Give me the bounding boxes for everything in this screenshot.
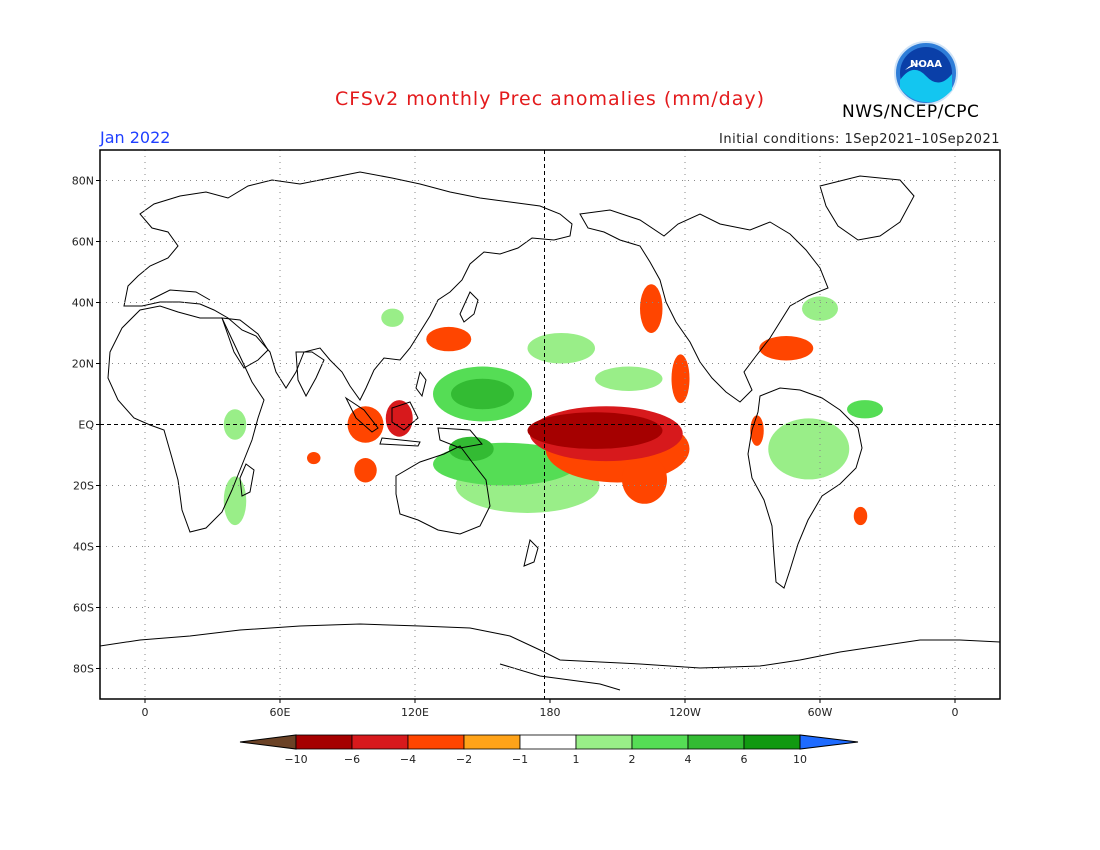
latitude-label: 80S — [73, 663, 94, 676]
north-america-outline — [579, 209, 829, 403]
dry-anomaly-region — [347, 406, 384, 443]
dry-anomaly-region — [307, 451, 321, 465]
noaa-logo: NOAA — [894, 41, 958, 105]
map-title: CFSv2 monthly Prec anomalies (mm/day) — [334, 88, 766, 110]
anomaly-shading — [223, 284, 883, 526]
colorbar-swatch — [687, 734, 745, 750]
colorbar-label: −2 — [456, 753, 472, 766]
colorbar-swatch — [463, 734, 521, 750]
longitude-label: 60W — [808, 706, 833, 719]
latitude-label: 20S — [73, 480, 94, 493]
latitude-label: 40S — [73, 541, 94, 554]
dry-anomaly-region — [853, 506, 868, 526]
dry-anomaly-region — [426, 326, 472, 352]
longitude-label: 0 — [952, 706, 959, 719]
dry-anomaly-region — [622, 455, 667, 504]
colorbar-high-arrow — [799, 734, 859, 750]
latitude-label: 20N — [72, 358, 94, 371]
africa-outline — [107, 305, 265, 533]
latitude-label: EQ — [78, 419, 94, 432]
wet-anomaly-region — [768, 418, 850, 480]
longitude-label: 60E — [270, 706, 291, 719]
longitude-label: 120E — [401, 706, 429, 719]
colorbar-swatch — [575, 734, 633, 750]
forecast-month: Jan 2022 — [100, 128, 171, 147]
colorbar-swatch — [519, 734, 577, 750]
antarctica-outline — [100, 623, 1000, 669]
organization-label: NWS/NCEP/CPC — [842, 102, 980, 122]
longitude-label: 0 — [142, 706, 149, 719]
longitude-label: 120W — [669, 706, 701, 719]
new-zealand-outline — [523, 539, 539, 567]
dry-anomaly-region — [354, 458, 377, 483]
indonesia-java — [379, 437, 421, 447]
colorbar-label: 6 — [741, 753, 748, 766]
colorbar-label: −4 — [400, 753, 416, 766]
latitude-label: 40N — [72, 297, 94, 310]
wet-anomaly-region — [381, 308, 404, 327]
wet-anomaly-region — [847, 400, 883, 419]
colorbar-swatch — [407, 734, 465, 750]
new-guinea-outline — [437, 427, 483, 449]
wet-anomaly-region — [527, 333, 595, 364]
india-outline — [295, 351, 325, 398]
dry-anomaly-region — [759, 336, 814, 361]
wet-anomaly-region — [448, 436, 494, 462]
colorbar: −10 −6 −4 −2 −1 1 2 4 6 10 — [239, 734, 859, 766]
eurasia-outline — [123, 171, 573, 401]
greenland-outline — [819, 175, 915, 241]
wet-anomaly-region — [451, 378, 514, 410]
south-america-outline — [747, 387, 863, 589]
dry-anomaly-region — [750, 415, 764, 446]
antarctica-south-coast — [499, 663, 621, 691]
longitude-label: 180 — [540, 706, 561, 719]
colorbar-label: −6 — [344, 753, 360, 766]
colorbar-low-arrow — [239, 734, 297, 750]
australia-outline — [395, 445, 491, 535]
coastlines — [100, 171, 1000, 691]
dry-anomaly-region — [671, 354, 690, 404]
mediterranean-coast — [149, 289, 211, 301]
indonesia-sumatra — [344, 396, 379, 433]
colorbar-label: −10 — [284, 753, 307, 766]
japan-outline — [459, 291, 479, 323]
colorbar-swatch — [351, 734, 409, 750]
madagascar-outline — [239, 463, 255, 497]
arabia-outline — [221, 317, 269, 369]
latitude-label: 60S — [73, 602, 94, 615]
colorbar-label: 4 — [685, 753, 692, 766]
latitude-label: 80N — [72, 175, 94, 188]
graticule — [100, 150, 1000, 699]
noaa-logo-text: NOAA — [910, 59, 942, 70]
colorbar-label: 10 — [793, 753, 807, 766]
colorbar-label: 1 — [573, 753, 580, 766]
latitude-label: 60N — [72, 236, 94, 249]
colorbar-label: −1 — [512, 753, 528, 766]
colorbar-swatch — [295, 734, 353, 750]
initial-conditions: Initial conditions: 1Sep2021–10Sep2021 — [719, 132, 1000, 147]
colorbar-swatch — [631, 734, 689, 750]
colorbar-swatch — [743, 734, 801, 750]
colorbar-label: 2 — [629, 753, 636, 766]
wet-anomaly-region — [223, 476, 247, 526]
wet-anomaly-region — [595, 366, 663, 391]
dry-anomaly-region — [527, 412, 663, 449]
dry-anomaly-region — [640, 284, 663, 333]
wet-anomaly-region — [802, 296, 838, 321]
philippines-outline — [415, 370, 427, 398]
